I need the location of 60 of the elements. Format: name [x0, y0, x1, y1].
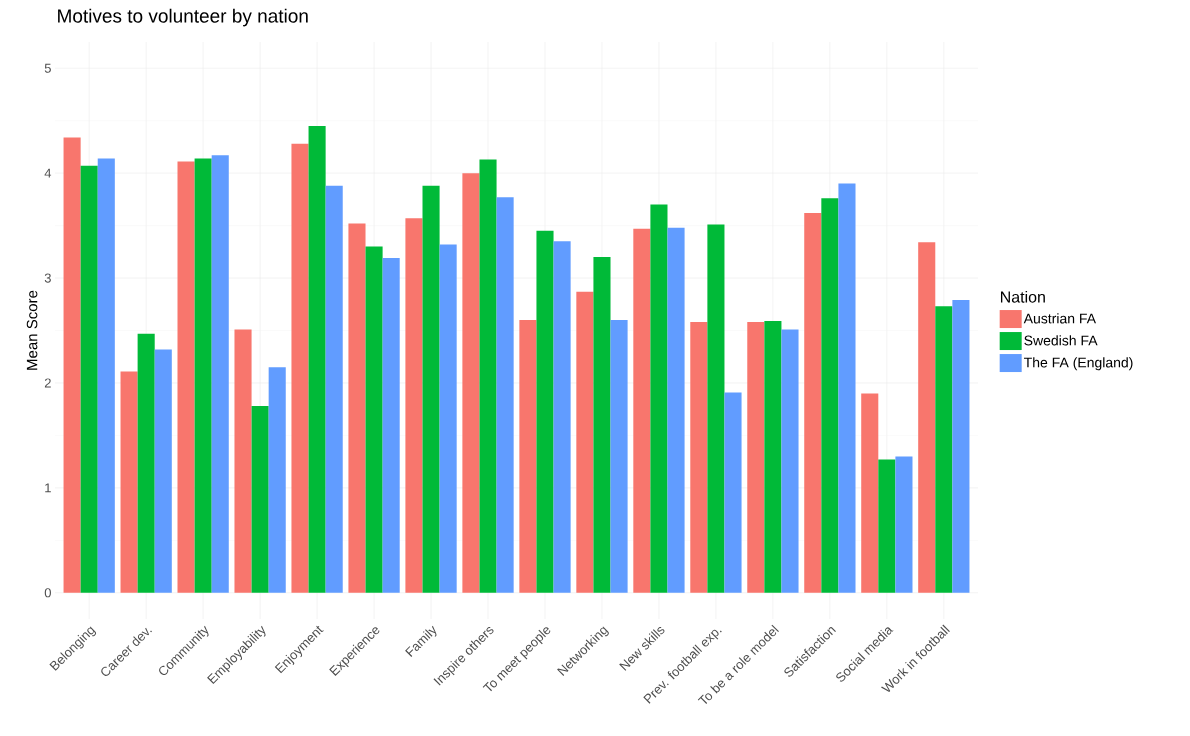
legend-label: Austrian FA — [1023, 313, 1097, 324]
bar — [935, 306, 953, 593]
bar — [405, 218, 423, 593]
legend-title: Nation — [1001, 290, 1045, 303]
bar — [97, 158, 115, 593]
bar — [325, 185, 343, 593]
bar — [553, 241, 571, 593]
bar — [690, 322, 708, 593]
bar — [422, 185, 440, 593]
bar — [838, 183, 856, 593]
bar — [177, 161, 195, 593]
bar — [496, 197, 514, 593]
bar — [610, 320, 628, 593]
bar — [821, 198, 839, 593]
bar — [633, 228, 651, 593]
y-tick-label: 3 — [44, 273, 51, 283]
bar — [519, 320, 537, 593]
bar — [462, 173, 480, 593]
bar — [137, 333, 155, 593]
bar — [764, 321, 782, 593]
bar — [365, 246, 383, 593]
bar — [895, 456, 913, 593]
bar — [308, 125, 326, 593]
y-axis-title: Mean Score — [26, 290, 38, 370]
bar — [154, 349, 172, 593]
bar — [747, 322, 765, 593]
bar — [667, 227, 685, 593]
bar — [291, 143, 309, 593]
bar — [120, 371, 138, 593]
bar — [479, 159, 497, 593]
bar — [861, 393, 879, 593]
legend-label: The FA (England) — [1023, 357, 1133, 371]
bar — [576, 291, 594, 593]
bar — [781, 329, 799, 593]
bar — [211, 155, 229, 593]
bar — [251, 406, 269, 593]
y-tick-label: 5 — [44, 63, 51, 73]
bar — [268, 367, 286, 593]
y-tick-label: 4 — [44, 168, 52, 178]
y-tick-label: 2 — [44, 378, 51, 388]
bar — [650, 204, 668, 593]
bar — [878, 459, 896, 593]
chart-title: Motives to volunteer by nation — [58, 8, 308, 27]
bar — [439, 244, 457, 593]
bar — [63, 137, 81, 593]
bar — [804, 213, 822, 593]
y-tick-label: 1 — [45, 483, 51, 493]
bar — [536, 230, 554, 593]
bar — [234, 329, 252, 593]
bar — [918, 242, 936, 593]
bar — [952, 300, 970, 593]
bar — [80, 165, 98, 593]
y-tick-label: 0 — [44, 588, 51, 598]
bar — [707, 224, 725, 593]
bar — [382, 258, 400, 593]
bar — [724, 392, 742, 593]
legend-label: Swedish FA — [1024, 335, 1098, 346]
bar — [194, 158, 212, 593]
bar — [348, 223, 366, 593]
bar — [593, 257, 611, 593]
